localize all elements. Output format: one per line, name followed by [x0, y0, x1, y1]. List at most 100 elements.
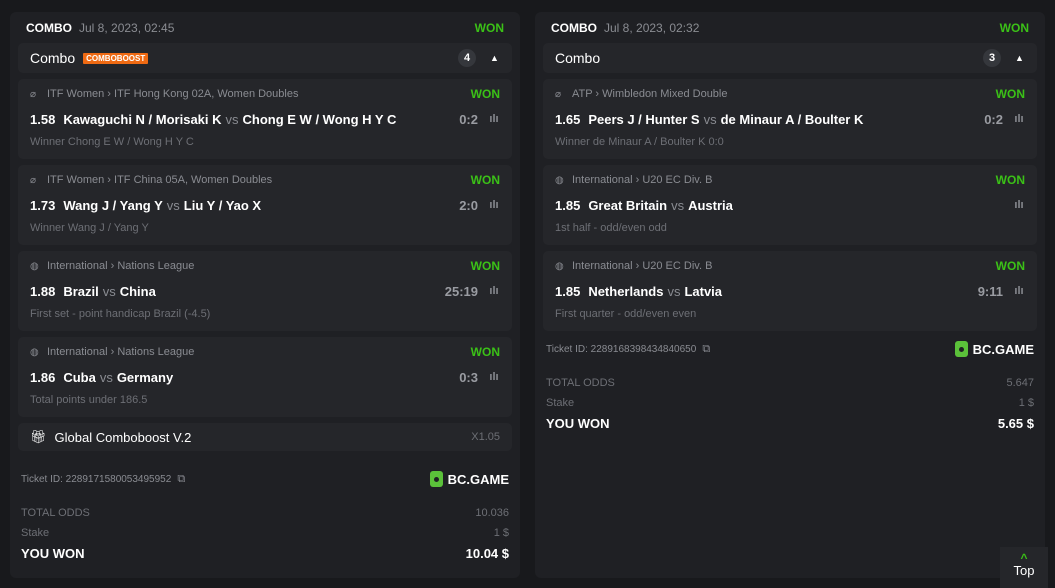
stats-icon[interactable]: ılı	[489, 371, 499, 383]
away-team: de Minaur A / Boulter K	[720, 111, 864, 127]
copy-icon[interactable]: ⧉	[177, 472, 186, 485]
chevron-up-icon: ^	[1020, 551, 1028, 565]
stake: 1 $	[493, 527, 509, 539]
odds: 1.58	[30, 111, 56, 127]
total-odds: 5.647	[1006, 377, 1034, 389]
leg-status: WON	[470, 345, 500, 359]
away-team: Austria	[688, 197, 733, 213]
bet-leg[interactable]: ◍ International › U20 EC Div. B WON 1.85 Gr…	[543, 165, 1037, 245]
leg-status: WON	[995, 259, 1025, 273]
home-team: Brazil	[63, 283, 99, 299]
score: 25:19	[444, 283, 478, 299]
combo-label: Combo	[555, 50, 601, 66]
home-team: Wang J / Yang Y	[63, 197, 163, 213]
stats-icon[interactable]: ılı	[489, 199, 499, 211]
bet-ticket: COMBO Jul 8, 2023, 02:45 WON Combo COMBOBOO…	[10, 12, 520, 578]
stats-icon[interactable]: ılı	[1014, 285, 1024, 297]
score: 0:2	[984, 111, 1003, 127]
total-odds-label: TOTAL ODDS	[546, 377, 615, 389]
scroll-top-button[interactable]: ^ Top	[1000, 547, 1048, 588]
odds: 1.85	[555, 197, 581, 213]
score: 2:0	[459, 197, 478, 213]
caret-up-icon: ▲	[490, 53, 499, 63]
selection: Winner Wang J / Yang Y	[30, 222, 149, 234]
won-label: YOU WON	[21, 545, 85, 561]
bet-leg[interactable]: ⌀ ATP › Wimbledon Mixed Double WON 1.65 Pee…	[543, 79, 1037, 159]
home-team: Netherlands	[588, 283, 664, 299]
status-badge: WON	[474, 20, 504, 35]
leg-count: 3	[983, 49, 1001, 67]
total-odds-label: TOTAL ODDS	[21, 507, 90, 519]
basketball-icon: ◍	[555, 260, 564, 272]
won-amount: 5.65 $	[997, 415, 1034, 431]
selection: First set - point handicap Brazil (-4.5)	[30, 308, 211, 320]
vs-label: vs	[667, 283, 681, 299]
odds: 1.86	[30, 369, 56, 385]
vs-label: vs	[166, 197, 180, 213]
tennis-icon: ⌀	[30, 174, 37, 186]
odds: 1.65	[555, 111, 581, 127]
gift-icon: 🎁︎	[30, 429, 47, 444]
status-badge: WON	[999, 20, 1029, 35]
odds: 1.88	[30, 283, 56, 299]
league[interactable]: International › U20 EC Div. B	[572, 260, 713, 272]
vs-label: vs	[102, 283, 116, 299]
home-team: Peers J / Hunter S	[588, 111, 700, 127]
odds: 1.73	[30, 197, 56, 213]
leg-status: WON	[995, 87, 1025, 101]
combo-label: Combo	[30, 50, 76, 66]
stats-icon[interactable]: ılı	[1014, 113, 1024, 125]
combo-toggle[interactable]: Combo COMBOBOOST 4 ▲	[18, 43, 512, 73]
stake: 1 $	[1018, 397, 1034, 409]
selection: Winner Chong E W / Wong H Y C	[30, 136, 194, 148]
boost-label: Global Comboboost V.2	[54, 429, 192, 445]
vs-label: vs	[671, 197, 685, 213]
vs-label: vs	[99, 369, 113, 385]
basketball-icon: ◍	[555, 174, 564, 186]
stake-label: Stake	[21, 527, 50, 539]
volleyball-icon: ◍	[30, 260, 39, 272]
bet-ticket: COMBO Jul 8, 2023, 02:32 WON Combo 3 ▲ ⌀ ATP …	[535, 12, 1045, 578]
league[interactable]: International › Nations League	[47, 260, 195, 272]
home-team: Cuba	[63, 369, 96, 385]
odds: 1.85	[555, 283, 581, 299]
away-team: Latvia	[684, 283, 723, 299]
bet-date: Jul 8, 2023, 02:32	[604, 20, 700, 35]
leg-status: WON	[995, 173, 1025, 187]
selection: Winner de Minaur A / Boulter K 0:0	[555, 136, 724, 148]
leg-status: WON	[470, 87, 500, 101]
bet-leg[interactable]: ◍ International › Nations League WON 1.86 C…	[18, 337, 512, 417]
bet-leg[interactable]: ⌀ ITF Women › ITF China 05A, Women Double…	[18, 165, 512, 245]
league[interactable]: International › Nations League	[47, 346, 195, 358]
home-team: Kawaguchi N / Morisaki K	[63, 111, 222, 127]
leg-status: WON	[470, 173, 500, 187]
league[interactable]: ITF Women › ITF Hong Kong 02A, Women Dou…	[47, 88, 299, 100]
bet-type: COMBO	[551, 20, 597, 35]
bet-date: Jul 8, 2023, 02:45	[79, 20, 175, 35]
home-team: Great Britain	[588, 197, 668, 213]
away-team: Chong E W / Wong H Y C	[242, 111, 397, 127]
stats-icon[interactable]: ılı	[489, 113, 499, 125]
combo-toggle[interactable]: Combo 3 ▲	[543, 43, 1037, 73]
score: 0:2	[459, 111, 478, 127]
league[interactable]: ITF Women › ITF China 05A, Women Doubles	[47, 174, 273, 186]
league[interactable]: International › U20 EC Div. B	[572, 174, 713, 186]
leg-count: 4	[458, 49, 476, 67]
vs-label: vs	[225, 111, 239, 127]
tennis-icon: ⌀	[555, 88, 562, 100]
bet-leg[interactable]: ◍ International › Nations League WON 1.88 B…	[18, 251, 512, 331]
bet-leg[interactable]: ⌀ ITF Women › ITF Hong Kong 02A, Women Do…	[18, 79, 512, 159]
stats-icon[interactable]: ılı	[1014, 199, 1024, 211]
away-team: China	[119, 283, 156, 299]
volleyball-icon: ◍	[30, 346, 39, 358]
leg-status: WON	[470, 259, 500, 273]
copy-icon[interactable]: ⧉	[702, 342, 711, 355]
ticket-id: Ticket ID: 2289168398434840650	[546, 343, 697, 355]
vs-label: vs	[703, 111, 717, 127]
stats-icon[interactable]: ılı	[489, 285, 499, 297]
away-team: Germany	[116, 369, 174, 385]
bet-type: COMBO	[26, 20, 72, 35]
bet-leg[interactable]: ◍ International › U20 EC Div. B WON 1.85 Ne…	[543, 251, 1037, 331]
ticket-id: Ticket ID: 2289171580053495952	[21, 473, 172, 485]
league[interactable]: ATP › Wimbledon Mixed Double	[572, 88, 728, 100]
